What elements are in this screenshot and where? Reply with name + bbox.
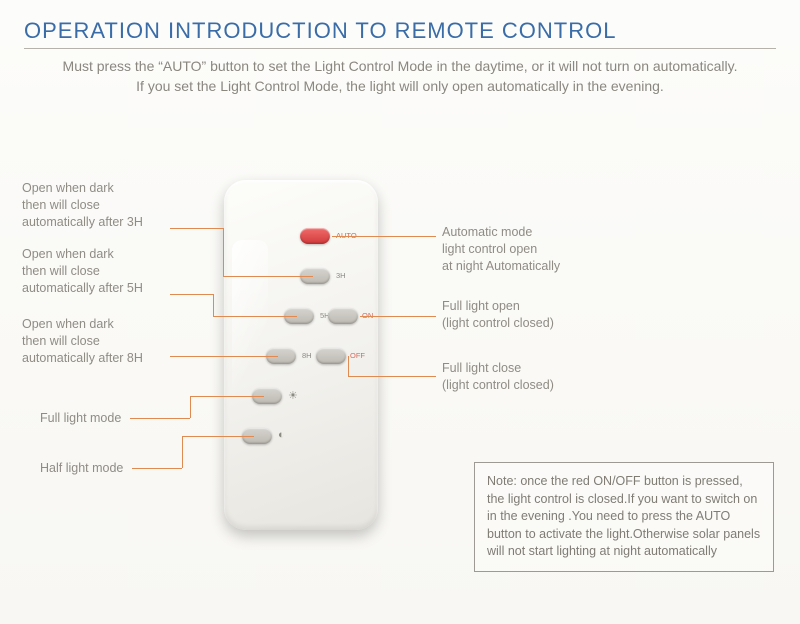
remote-body: AUTO 3H 5H ON 8H OFF ☀ ◐ — [224, 180, 378, 530]
leader-3h-h2 — [223, 276, 313, 277]
leader-5h-v — [213, 294, 214, 316]
half-sun-icon: ◐ — [278, 429, 285, 441]
callout-8h: Open when darkthen will closeautomatical… — [22, 316, 143, 367]
leader-full-h2 — [190, 396, 264, 397]
callout-auto: Automatic modelight control openat night… — [442, 224, 560, 275]
leader-half-v — [182, 436, 183, 468]
callout-on: Full light open(light control closed) — [442, 298, 554, 332]
callout-half-light: Half light mode — [40, 460, 123, 477]
leader-half-h — [132, 468, 182, 469]
leader-auto-h — [332, 236, 436, 237]
button-auto[interactable] — [300, 228, 330, 244]
leader-full-v — [190, 396, 191, 418]
callout-5h: Open when darkthen will closeautomatical… — [22, 246, 143, 297]
leader-off-v — [348, 356, 349, 376]
leader-on-h — [360, 316, 436, 317]
callout-full-light: Full light mode — [40, 410, 121, 427]
label-8h: 8H — [302, 351, 312, 360]
leader-8h-h — [170, 356, 278, 357]
label-off: OFF — [350, 351, 365, 360]
button-off[interactable] — [316, 348, 346, 364]
leader-full-h — [130, 418, 190, 419]
leader-5h-h — [170, 294, 214, 295]
sun-icon: ☀ — [288, 389, 298, 402]
leader-5h-h2 — [213, 316, 297, 317]
label-3h: 3H — [336, 271, 346, 280]
leader-half-h2 — [182, 436, 254, 437]
callout-off: Full light close(light control closed) — [442, 360, 554, 394]
page-subtitle: Must press the “AUTO” button to set the … — [60, 56, 740, 97]
leader-off-h2 — [394, 376, 436, 377]
callout-3h: Open when darkthen will closeautomatical… — [22, 180, 143, 231]
leader-3h-v — [223, 228, 224, 276]
leader-off-h1 — [348, 376, 394, 377]
button-on[interactable] — [328, 308, 358, 324]
note-box: Note: once the red ON/OFF button is pres… — [474, 462, 774, 572]
leader-3h-h — [170, 228, 224, 229]
title-underline — [24, 48, 776, 49]
page-title: OPERATION INTRODUCTION TO REMOTE CONTROL — [24, 18, 616, 44]
